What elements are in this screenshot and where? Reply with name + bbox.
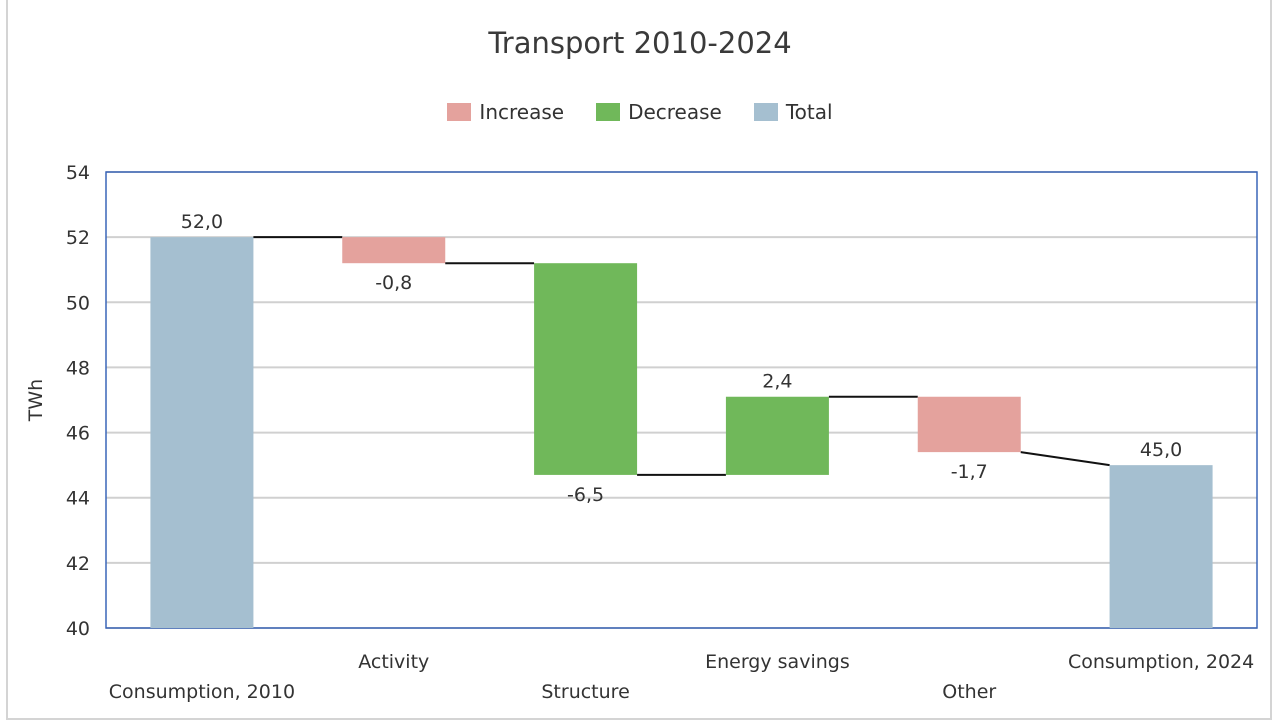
x-tick-label: Structure — [541, 681, 629, 703]
bar-decrease — [725, 396, 829, 475]
y-tick-label: 50 — [66, 292, 90, 314]
bar-increase — [917, 396, 1021, 453]
y-tick-label: 44 — [66, 488, 90, 510]
bar-decrease — [534, 263, 638, 475]
bar-total — [150, 237, 254, 628]
data-label: -6,5 — [567, 484, 604, 506]
bar-total — [1109, 465, 1213, 628]
legend-item-total: Total — [753, 100, 833, 124]
plot-area-border — [105, 171, 1258, 629]
data-label: 52,0 — [181, 211, 223, 233]
legend-label: Total — [785, 100, 833, 124]
data-label: 45,0 — [1140, 439, 1182, 461]
legend-swatch-increase — [447, 103, 472, 121]
connector-line — [1020, 451, 1110, 467]
x-tick-label: Activity — [358, 651, 429, 673]
chart-frame — [6, 0, 1272, 720]
data-label: 2,4 — [762, 371, 792, 393]
y-tick-label: 40 — [66, 618, 90, 640]
legend-swatch-decrease — [596, 103, 621, 121]
legend: Increase Decrease Total — [0, 100, 1280, 124]
legend-swatch-total — [753, 103, 778, 121]
x-tick-label: Other — [942, 681, 996, 703]
x-tick-label: Energy savings — [705, 651, 850, 673]
legend-label: Decrease — [628, 100, 722, 124]
legend-label: Increase — [479, 100, 565, 124]
y-tick-label: 46 — [66, 423, 90, 445]
data-label: -1,7 — [951, 461, 988, 483]
y-axis-label: TWh — [25, 379, 47, 422]
y-tick-label: 54 — [66, 162, 90, 184]
legend-item-decrease: Decrease — [596, 100, 722, 124]
x-tick-label: Consumption, 2024 — [1068, 651, 1254, 673]
y-tick-label: 48 — [66, 357, 90, 379]
bar-increase — [342, 237, 446, 264]
y-tick-label: 42 — [66, 553, 90, 575]
x-tick-label: Consumption, 2010 — [109, 681, 295, 703]
data-label: -0,8 — [375, 272, 412, 294]
y-tick-label: 52 — [66, 227, 90, 249]
legend-item-increase: Increase — [447, 100, 564, 124]
chart-title: Transport 2010-2024 — [488, 26, 792, 60]
